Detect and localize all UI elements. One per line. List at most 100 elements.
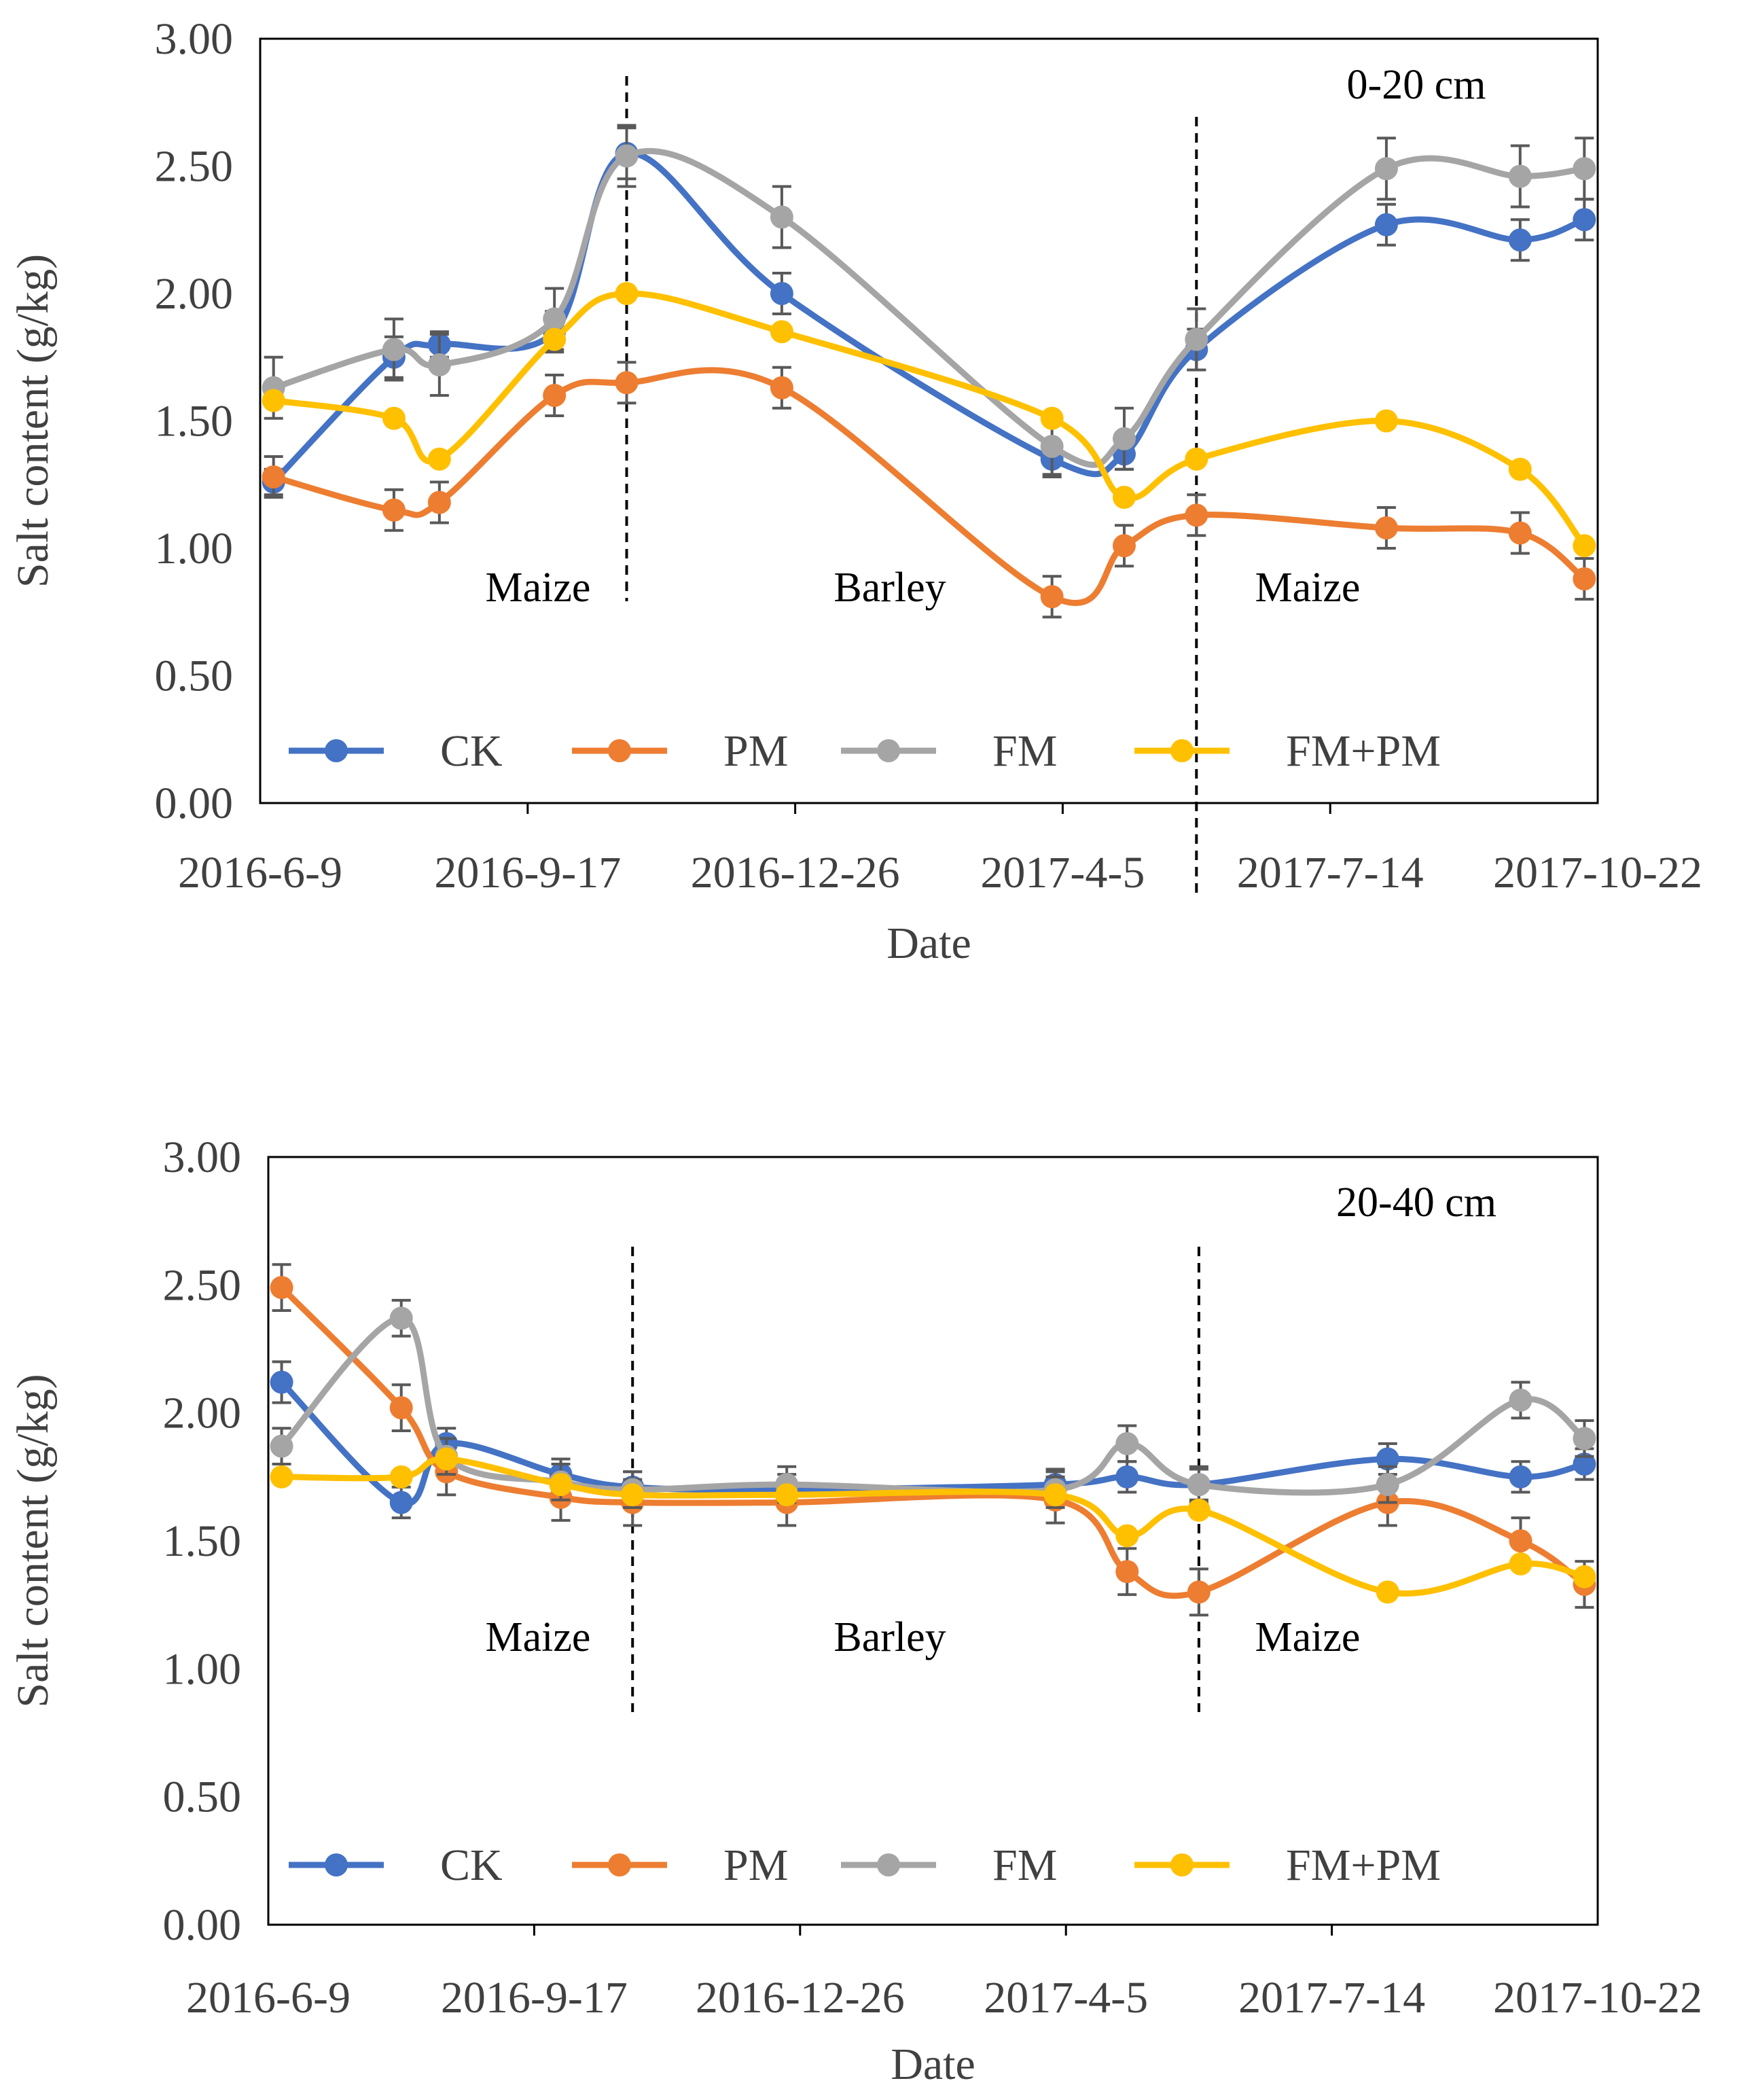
data-point xyxy=(1573,157,1596,181)
x-tick-label: 2016-9-17 xyxy=(434,848,621,897)
data-point xyxy=(1112,486,1136,509)
legend-marker xyxy=(608,1853,631,1876)
legend-label: FM xyxy=(992,1840,1057,1890)
y-tick-label: 0.00 xyxy=(155,779,234,828)
data-point xyxy=(1573,1453,1596,1476)
data-point xyxy=(543,384,567,407)
y-axis-title: Salt content (g/kg) xyxy=(8,254,58,588)
legend-label: PM xyxy=(723,1840,788,1890)
x-tick-label: 2017-4-5 xyxy=(984,1973,1148,2023)
legend-item: CK xyxy=(289,726,503,776)
data-point xyxy=(543,327,567,351)
data-point xyxy=(1043,1483,1067,1507)
data-point xyxy=(621,1483,645,1507)
legend-item: FM xyxy=(841,726,1057,776)
y-tick-label: 2.50 xyxy=(163,1260,242,1310)
x-axis-title: Date xyxy=(891,2040,975,2089)
y-tick-label: 0.00 xyxy=(163,1900,242,1950)
data-point xyxy=(389,1491,413,1514)
data-point xyxy=(382,406,406,430)
series-fm-pm xyxy=(270,1447,1596,1604)
data-point xyxy=(1115,1431,1139,1455)
crop-label: Maize xyxy=(486,565,591,611)
data-point xyxy=(1509,1552,1532,1576)
depth-label: 20-40 cm xyxy=(1336,1179,1496,1226)
data-point xyxy=(615,371,639,395)
data-point xyxy=(1376,1580,1399,1604)
legend-label: CK xyxy=(440,726,503,776)
data-point xyxy=(1508,521,1532,545)
data-point xyxy=(1187,1580,1211,1604)
legend-item: FM+PM xyxy=(1134,1840,1441,1890)
series-line xyxy=(279,1285,1587,1599)
data-point xyxy=(1115,1524,1139,1548)
crop-label: Maize xyxy=(1255,565,1361,611)
x-tick-label: 2017-4-5 xyxy=(980,848,1145,897)
legend-marker xyxy=(877,1853,900,1876)
legend-marker xyxy=(877,739,900,762)
data-point xyxy=(262,465,285,488)
x-tick-label: 2016-12-26 xyxy=(691,848,900,897)
data-point xyxy=(1509,1388,1532,1412)
data-point xyxy=(1573,1427,1596,1451)
legend-label: FM xyxy=(992,726,1057,776)
data-point xyxy=(1115,1560,1139,1584)
data-point xyxy=(427,491,451,514)
data-point xyxy=(1508,457,1532,481)
legend-marker xyxy=(325,1853,348,1876)
data-point xyxy=(1185,503,1208,527)
series-fm-pm xyxy=(262,282,1596,558)
panel-0-20cm: 0.00 0.50 1.00 1.50 2.00 2.50 3.00 2016-6-9 2016… xyxy=(8,14,1702,968)
legend-marker xyxy=(325,739,348,762)
y-tick-label: 3.00 xyxy=(155,14,234,64)
data-point xyxy=(262,389,285,412)
data-point xyxy=(1040,585,1064,609)
crop-label: Barley xyxy=(833,1614,946,1660)
data-point xyxy=(382,498,406,522)
data-point xyxy=(1573,567,1596,590)
data-point xyxy=(770,376,793,399)
y-tick-label: 2.50 xyxy=(155,142,234,192)
data-point xyxy=(1374,516,1398,539)
y-tick-label: 0.50 xyxy=(163,1773,242,1822)
data-point xyxy=(1187,1498,1211,1522)
x-tick-label: 2017-10-22 xyxy=(1493,1973,1702,2023)
data-point xyxy=(543,307,567,331)
legend-marker xyxy=(1170,739,1194,762)
x-tick-label: 2017-7-14 xyxy=(1237,848,1424,897)
y-tick-label: 0.50 xyxy=(155,652,234,701)
data-point xyxy=(270,1276,293,1300)
data-point xyxy=(1509,1465,1532,1489)
x-tick-label: 2016-12-26 xyxy=(696,1973,905,2023)
y-tick-label: 1.00 xyxy=(155,524,234,573)
data-point xyxy=(270,1434,293,1458)
data-point xyxy=(389,1465,413,1489)
series-fm xyxy=(270,1298,1596,1510)
y-tick-label: 2.00 xyxy=(155,269,234,319)
x-axis-title: Date xyxy=(886,919,971,968)
plot-area xyxy=(259,37,1599,804)
legend-item: PM xyxy=(572,726,788,776)
data-point xyxy=(270,1465,293,1489)
data-point xyxy=(1112,427,1136,450)
data-point xyxy=(1508,228,1532,252)
data-point xyxy=(615,144,639,168)
plot-area xyxy=(267,1156,1599,1926)
panel-20-40cm: 0.00 0.50 1.00 1.50 2.00 2.50 3.00 2016-6-9 2016… xyxy=(8,1133,1702,2089)
x-tick-label: 2016-6-9 xyxy=(186,1973,351,2023)
y-tick-label: 3.00 xyxy=(163,1133,242,1182)
data-point xyxy=(1374,213,1398,236)
x-tick-label: 2016-9-17 xyxy=(441,1973,628,2023)
series-pm xyxy=(262,361,1596,619)
data-point xyxy=(1374,409,1398,433)
series-line xyxy=(272,147,1585,468)
legend-item: CK xyxy=(289,1840,503,1890)
crop-label: Maize xyxy=(1255,1614,1361,1660)
data-point xyxy=(1376,1447,1399,1471)
crop-label: Barley xyxy=(833,565,946,611)
data-point xyxy=(1374,157,1398,181)
legend-item: FM xyxy=(841,1840,1057,1890)
data-point xyxy=(1376,1473,1399,1497)
crop-label: Maize xyxy=(486,1614,591,1660)
data-point xyxy=(1040,435,1064,458)
